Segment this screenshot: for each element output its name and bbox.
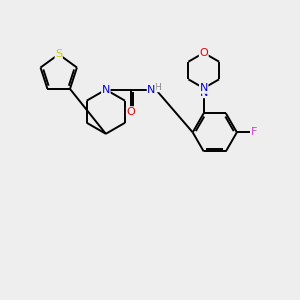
Text: N: N [200, 88, 208, 98]
Text: S: S [55, 49, 62, 59]
Text: N: N [102, 85, 110, 94]
Text: H: H [154, 83, 161, 92]
Text: N: N [147, 85, 156, 94]
Text: N: N [200, 83, 208, 93]
Text: O: O [200, 48, 208, 58]
Text: F: F [251, 127, 258, 137]
Text: O: O [127, 107, 135, 117]
